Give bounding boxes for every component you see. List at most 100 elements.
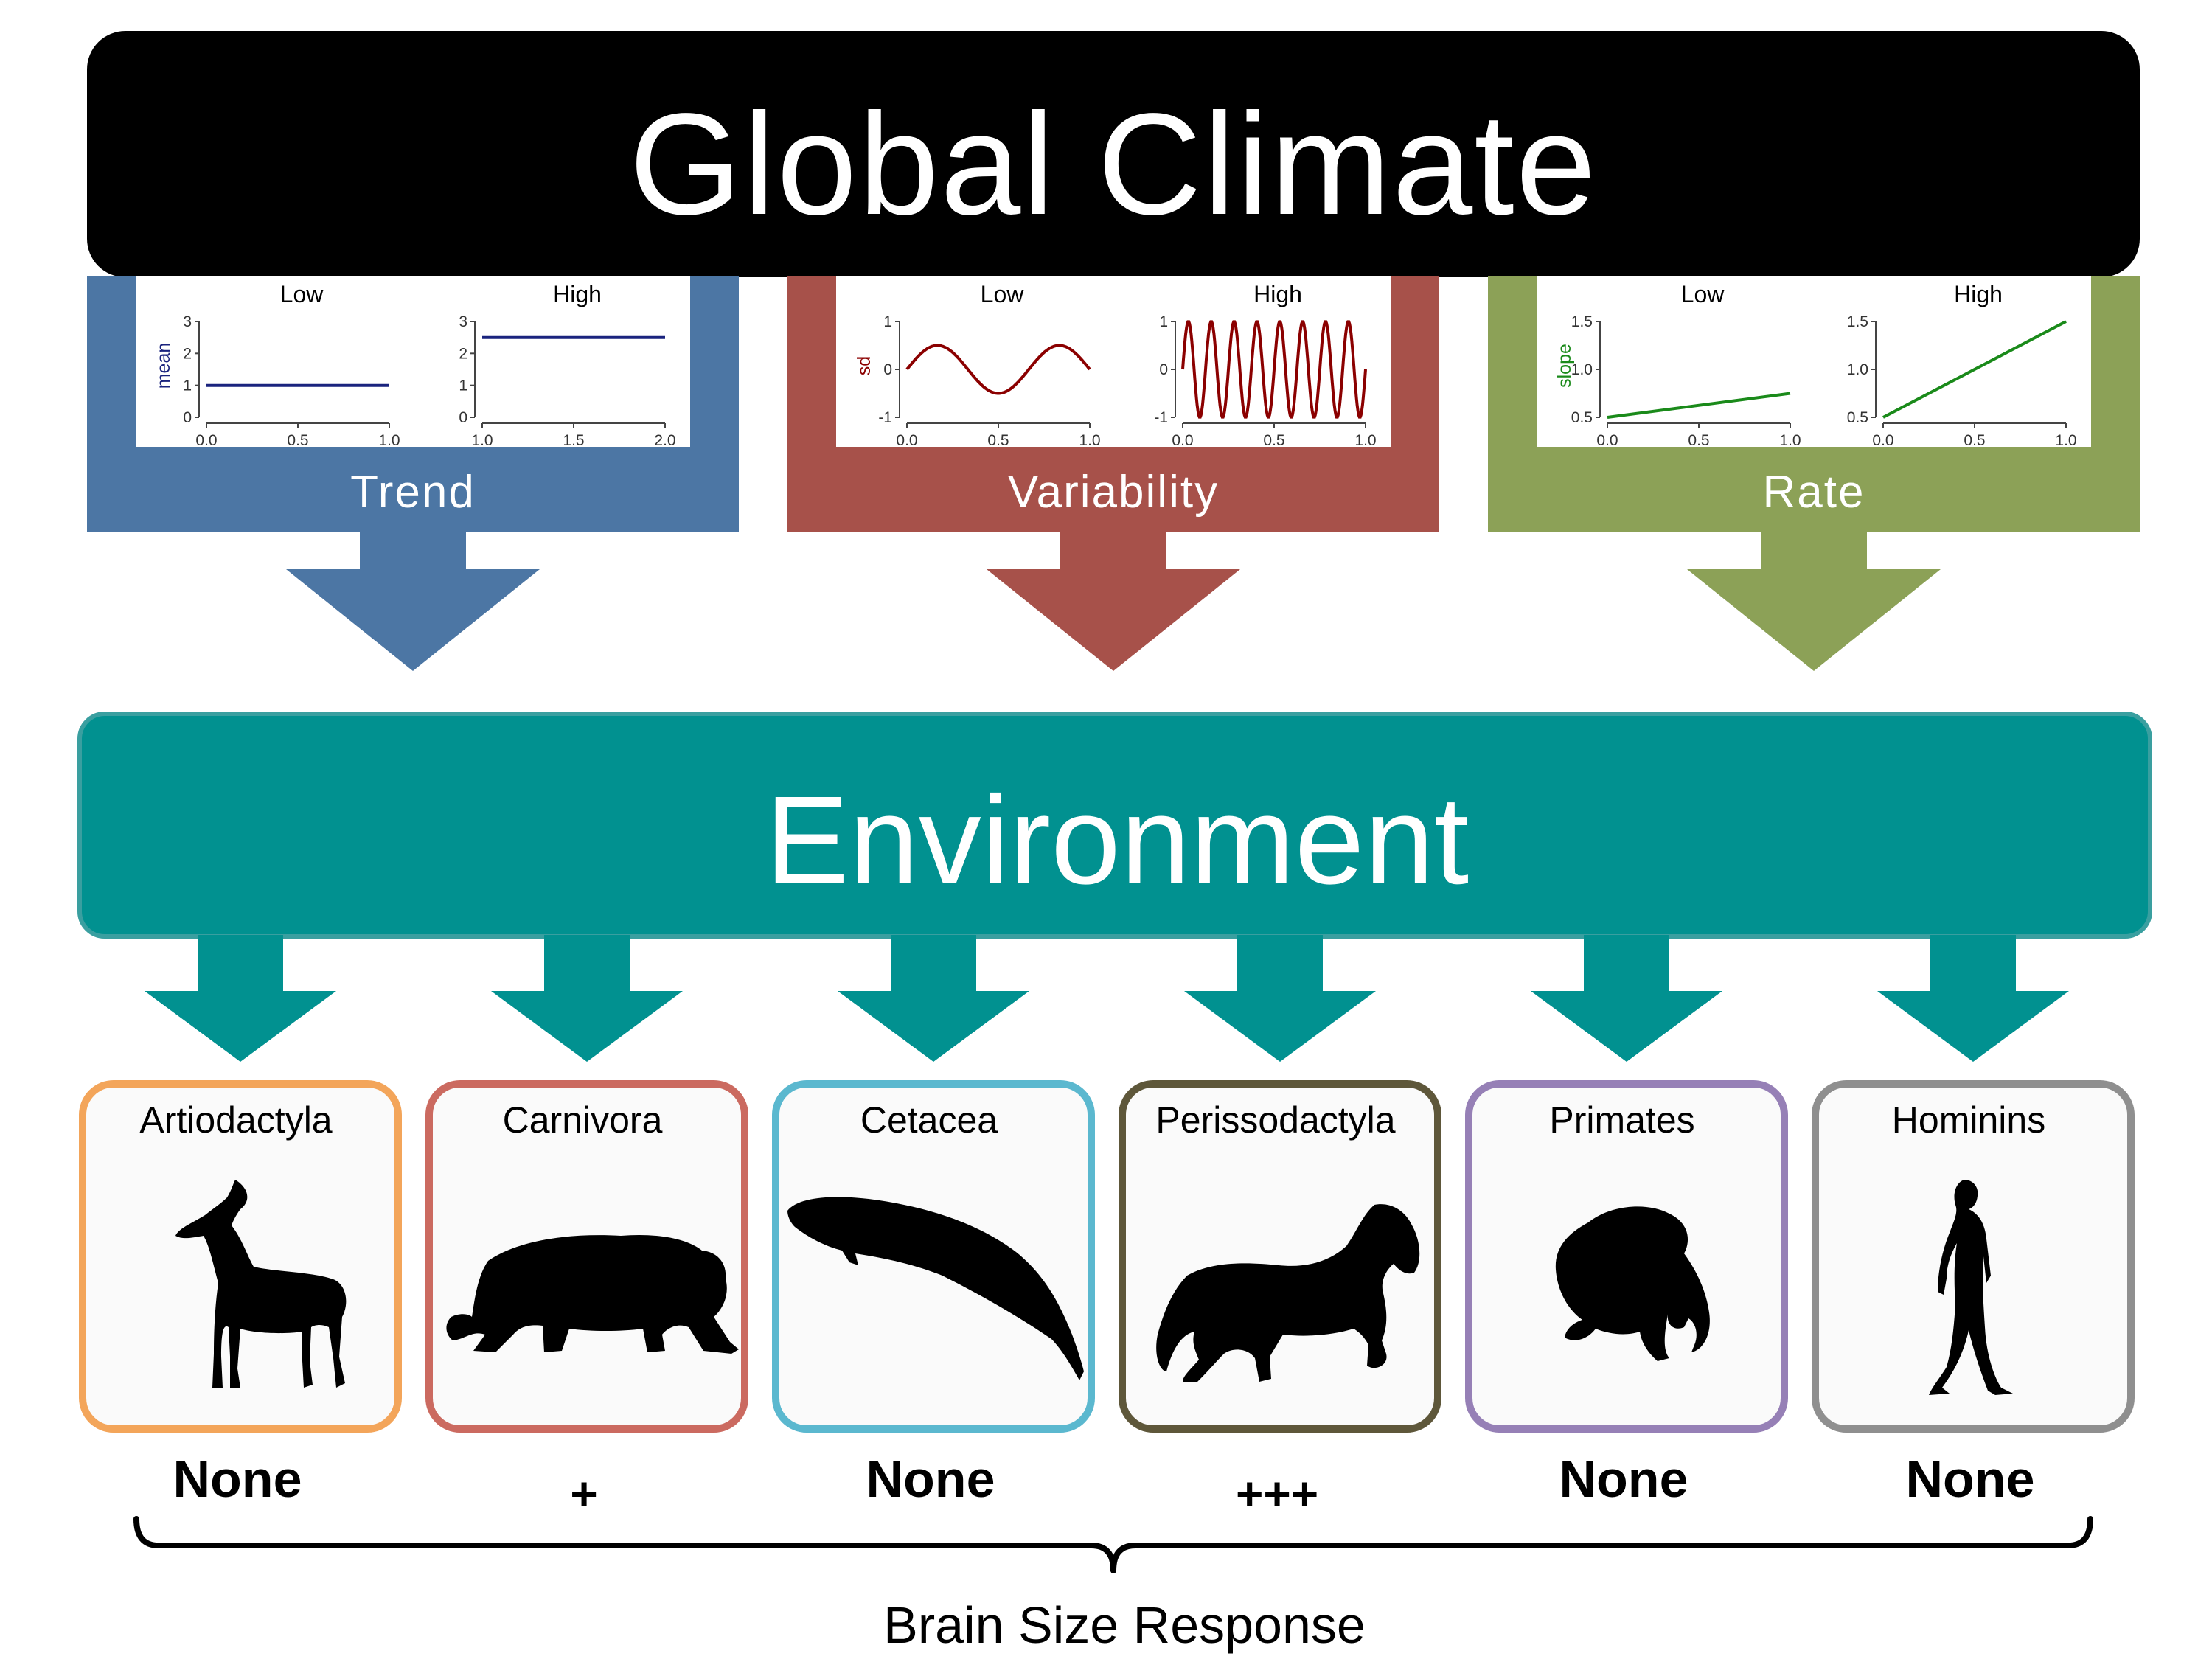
y-tick-label: 0 xyxy=(1159,361,1168,378)
y-tick-label: -1 xyxy=(1154,409,1168,426)
environment-arrow xyxy=(1531,935,1722,1062)
x-tick-label: 1.0 xyxy=(1779,432,1801,449)
y-tick-label: 1.0 xyxy=(1571,361,1593,378)
response-brace xyxy=(133,1516,2093,1573)
trend-ylabel: mean xyxy=(153,343,174,389)
whale-silhouette-icon xyxy=(787,1197,1084,1380)
environment-bar xyxy=(77,712,2152,939)
antelope-silhouette-icon xyxy=(175,1180,347,1388)
trend-arrow xyxy=(286,531,540,671)
trend-label: Trend xyxy=(350,467,476,518)
y-tick-label: 0.5 xyxy=(1847,409,1868,426)
environment-arrow xyxy=(491,935,683,1062)
y-tick-label: 3 xyxy=(183,313,192,330)
trend-high-plot: High 3 2 1 01.0 1.5 2.0 xyxy=(459,281,675,449)
y-tick-label: 0 xyxy=(883,361,892,378)
group-hominins: Hominins None xyxy=(1812,935,2135,1508)
rate-series-line xyxy=(1607,392,1791,419)
plot-title: Low xyxy=(1681,281,1725,307)
x-tick-label: 0.5 xyxy=(1263,432,1284,449)
brain-size-response-value: None xyxy=(866,1450,995,1508)
x-tick-label: 0.0 xyxy=(1872,432,1893,449)
group-perissodactyla: Perissodactyla +++ xyxy=(1119,935,1441,1520)
x-tick-label: 1.0 xyxy=(1354,432,1376,449)
brain-size-response-value: None xyxy=(1559,1450,1688,1508)
x-tick-label: 0.5 xyxy=(1964,432,1985,449)
x-tick-label: 2.0 xyxy=(654,432,675,449)
group-name: Hominins xyxy=(1892,1099,2045,1141)
y-tick-label: 1.5 xyxy=(1847,313,1868,330)
brain-size-response-value: None xyxy=(1906,1450,2035,1508)
plot-title: High xyxy=(1253,281,1302,307)
title-bar xyxy=(87,31,2140,277)
y-tick-label: 2 xyxy=(459,345,467,362)
environment-arrow xyxy=(1877,935,2069,1062)
x-tick-label: 1.0 xyxy=(1079,432,1100,449)
y-tick-label: 3 xyxy=(459,313,467,330)
rate-arrow xyxy=(1687,531,1941,671)
environment-arrow xyxy=(838,935,1029,1062)
brain-size-response-value: None xyxy=(173,1450,302,1508)
y-tick-label: 1 xyxy=(883,313,892,330)
y-tick-label: 1 xyxy=(459,378,467,394)
group-name: Primates xyxy=(1549,1099,1694,1141)
x-tick-label: 0.0 xyxy=(1172,432,1193,449)
diagram-title: Global Climate xyxy=(629,83,1597,245)
group-primates: Primates None xyxy=(1465,935,1788,1508)
y-tick-label: 1 xyxy=(1159,313,1168,330)
environment-arrow xyxy=(145,935,336,1062)
trend-chart-card xyxy=(136,276,690,447)
variability-low-plot: Low 1 0 -10.0 0.5 1.0 xyxy=(878,281,1100,449)
group-name: Cetacea xyxy=(860,1099,998,1141)
trend-low-plot: Low 3 2 1 00.0 0.5 1.0 xyxy=(183,281,400,449)
variability-high-plot: High 1 0 -10.0 0.5 1.0 xyxy=(1154,281,1376,449)
chimpanzee-silhouette-icon xyxy=(1555,1206,1710,1361)
y-tick-label: 0 xyxy=(183,409,192,426)
human-silhouette-icon xyxy=(1929,1180,2013,1395)
plot-title: High xyxy=(553,281,602,307)
variability-label: Variability xyxy=(1008,467,1219,518)
x-tick-label: 1.0 xyxy=(2055,432,2076,449)
group-cetacea: Cetacea None xyxy=(772,935,1095,1508)
variability-series-line xyxy=(1181,320,1367,419)
bear-silhouette-icon xyxy=(446,1234,739,1354)
x-tick-label: 0.5 xyxy=(1688,432,1709,449)
rate-ylabel: slope xyxy=(1554,344,1575,388)
x-tick-label: 0.0 xyxy=(1596,432,1618,449)
plot-title: Low xyxy=(280,281,324,307)
group-artiodactyla: Artiodactyla None xyxy=(79,935,402,1508)
y-tick-label: 2 xyxy=(183,345,192,362)
group-name: Artiodactyla xyxy=(139,1099,332,1141)
y-tick-label: 0 xyxy=(459,409,467,426)
x-tick-label: 0.0 xyxy=(195,432,217,449)
x-tick-label: 1.0 xyxy=(378,432,400,449)
environment-title: Environment xyxy=(765,771,1469,911)
y-tick-label: -1 xyxy=(878,409,892,426)
environment-arrow xyxy=(1184,935,1376,1062)
rate-series-line xyxy=(1882,320,2067,419)
rate-chart-card xyxy=(1537,276,2091,447)
brain-size-response-value: +++ xyxy=(1236,1467,1318,1520)
rate-label: Rate xyxy=(1763,467,1865,518)
y-tick-label: 1.5 xyxy=(1571,313,1593,330)
group-carnivora: Carnivora + xyxy=(425,935,748,1520)
y-tick-label: 1.0 xyxy=(1847,361,1868,378)
variability-ylabel: sd xyxy=(854,356,874,375)
plot-title: Low xyxy=(981,281,1025,307)
x-tick-label: 0.5 xyxy=(287,432,308,449)
y-tick-label: 0.5 xyxy=(1571,409,1593,426)
variability-arrow xyxy=(987,531,1240,671)
brain-size-response-value: + xyxy=(570,1467,597,1520)
x-tick-label: 0.5 xyxy=(987,432,1009,449)
group-name: Carnivora xyxy=(503,1099,663,1141)
plot-title: High xyxy=(1954,281,2003,307)
x-tick-label: 0.0 xyxy=(896,432,917,449)
variability-series-line xyxy=(905,344,1091,395)
